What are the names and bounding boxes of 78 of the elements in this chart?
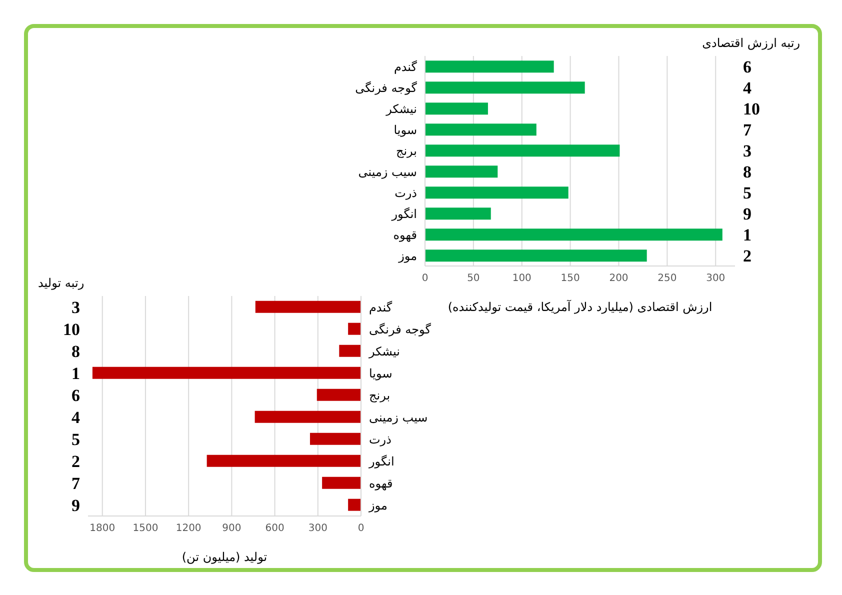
x-tick-label: 0 [422, 273, 428, 284]
bar [316, 388, 361, 401]
bar [425, 102, 488, 115]
bar [425, 124, 536, 136]
bar [322, 476, 361, 489]
y-tick-label: برنج [396, 144, 417, 158]
text: 9 [743, 204, 752, 224]
x-tick-label: 150 [560, 273, 580, 284]
text: 4 [72, 408, 80, 428]
x-tick-label: 600 [265, 523, 284, 534]
bar [425, 208, 491, 220]
y-tick-label: نیشکر [368, 344, 400, 358]
y-tick-label: انگور [368, 454, 394, 468]
text: 4 [743, 78, 752, 98]
y-tick-label: سیب زمینی [369, 410, 428, 424]
bar [254, 410, 361, 423]
bar [92, 366, 361, 379]
bar [425, 60, 554, 73]
y-tick-label: ذرت [394, 186, 417, 200]
x-tick-label: 200 [609, 273, 628, 284]
text: 7 [72, 474, 80, 494]
bar [425, 166, 498, 178]
x-tick-label: 900 [222, 523, 242, 534]
y-tick-label: انگور [390, 206, 417, 221]
y-tick-label: نیشکر [385, 102, 417, 116]
text: 3 [743, 142, 752, 161]
x-tick-label: 300 [706, 273, 726, 284]
bar [339, 344, 361, 357]
text: 10 [63, 320, 80, 340]
x-axis-title: تولید (میلیون تن) [182, 550, 268, 564]
y-tick-label: سیب زمینی [358, 164, 417, 179]
bar [255, 300, 361, 313]
bar [310, 432, 361, 445]
x-axis-title: ارزش اقتصادی (میلیارد دلار آمریکا، قیمت تولیدکننده) [448, 299, 712, 314]
x-tick-label: 50 [467, 273, 480, 284]
y-tick-label: قهوه [369, 476, 393, 490]
x-tick-label: 1800 [90, 523, 116, 534]
y-tick-label: قهوه [393, 228, 417, 242]
y-tick-label: گوجه فرنگی [355, 80, 418, 95]
bar [425, 144, 620, 157]
x-tick-label: 250 [658, 273, 677, 284]
text: 6 [743, 58, 752, 77]
y-tick-label: موز [398, 248, 417, 263]
bar [348, 322, 361, 335]
text: 8 [72, 342, 80, 362]
text: 1 [743, 226, 752, 245]
bar [425, 186, 568, 199]
text: 7 [743, 120, 752, 140]
bar [425, 228, 722, 241]
text: 10 [743, 100, 760, 119]
text: 1 [72, 364, 80, 384]
y-tick-label: گندم [394, 60, 418, 74]
x-tick-label: 1200 [176, 523, 202, 534]
text: 8 [743, 162, 752, 182]
y-tick-label: گوجه فرنگی [369, 322, 432, 336]
y-tick-label: موز [368, 498, 388, 512]
y-tick-label: سویا [369, 366, 392, 380]
x-tick-label: 300 [308, 523, 328, 534]
text: 9 [72, 496, 80, 516]
y-tick-label: سویا [394, 122, 417, 137]
x-tick-label: 0 [358, 523, 364, 534]
bar [425, 82, 585, 94]
text: رتبه تولید [38, 276, 84, 290]
y-tick-label: گندم [369, 300, 392, 314]
text: 6 [72, 386, 80, 406]
text: 2 [72, 452, 80, 472]
text: رتبه ارزش اقتصادی [702, 36, 800, 50]
x-tick-label: 1500 [132, 523, 158, 534]
bar [348, 498, 361, 511]
text: 2 [743, 246, 752, 266]
bar [425, 250, 647, 262]
y-tick-label: برنج [369, 388, 390, 402]
x-tick-label: 100 [512, 273, 532, 284]
bar [206, 454, 361, 467]
text: 3 [72, 298, 80, 318]
text: 5 [743, 184, 752, 203]
text: 5 [72, 430, 80, 450]
y-tick-label: ذرت [369, 432, 392, 446]
